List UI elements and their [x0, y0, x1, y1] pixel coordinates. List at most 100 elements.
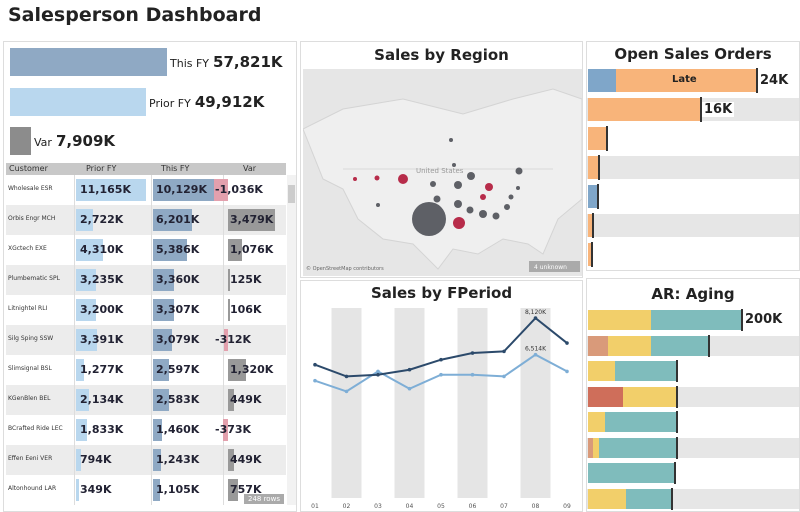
bubble[interactable]	[353, 177, 357, 181]
stacked-bar-row[interactable]	[587, 360, 799, 382]
customer-name[interactable]: BCrafted Ride LEC	[8, 425, 63, 432]
bar-segment[interactable]	[588, 412, 605, 432]
table-row[interactable]: Slimsignal BSL 1,277K 2,597K 1,320K	[6, 355, 286, 385]
stacked-bar-row[interactable]	[587, 411, 799, 433]
table-row[interactable]: KGenBlen BEL 2,134K 2,583K 449K	[6, 385, 286, 415]
table-row[interactable]: XGctech EXE 4,310K 5,386K 1,076K	[6, 235, 286, 265]
table-row[interactable]: Effen Eeni VER 794K 1,243K 449K	[6, 445, 286, 475]
bar-segment[interactable]	[650, 335, 709, 356]
table-row[interactable]: Silg Sping SSW 3,391K 3,079K -312K	[6, 325, 286, 355]
table-scrollbar[interactable]	[287, 175, 296, 505]
table-row[interactable]: Altonhound LAR 349K 1,105K 757K	[6, 475, 286, 505]
col-this-fy[interactable]: This FY	[161, 164, 190, 173]
data-point[interactable]	[470, 351, 475, 355]
bar-segment[interactable]	[588, 488, 627, 509]
bar-segment[interactable]	[588, 361, 615, 381]
data-point[interactable]	[313, 362, 317, 367]
bar-segment[interactable]	[588, 463, 674, 483]
bubble[interactable]	[453, 217, 465, 229]
col-var[interactable]: Var	[243, 164, 257, 173]
data-point[interactable]	[407, 367, 412, 372]
customer-name[interactable]: Wholesale ESR	[8, 185, 53, 192]
stacked-bar-row[interactable]	[587, 184, 799, 209]
bar-segment[interactable]	[623, 386, 676, 407]
bubble[interactable]	[454, 200, 462, 208]
customer-name[interactable]: Silg Sping SSW	[8, 335, 54, 342]
data-point[interactable]	[344, 389, 349, 394]
table-row[interactable]: Litnightel RLI 3,200K 3,307K 106K	[6, 295, 286, 325]
bubble[interactable]	[479, 210, 487, 218]
bubble[interactable]	[492, 212, 500, 220]
bar-segment[interactable]	[604, 412, 676, 432]
stacked-bar-row[interactable]: 200K	[587, 309, 799, 331]
bubble[interactable]	[466, 206, 474, 214]
data-point[interactable]	[313, 378, 317, 383]
unknown-badge[interactable]: 4 unknown	[534, 264, 567, 271]
col-prior-fy[interactable]: Prior FY	[86, 164, 117, 173]
bar-segment[interactable]	[588, 127, 606, 150]
bar-segment[interactable]	[588, 214, 593, 237]
data-point[interactable]	[439, 357, 443, 362]
customer-name[interactable]: Plumbematic SPL	[8, 275, 60, 282]
bubble[interactable]	[467, 172, 475, 180]
data-point[interactable]	[533, 316, 538, 320]
table-row[interactable]: Orbis Engr MCH 2,722K 6,201K 3,479K	[6, 205, 286, 235]
bar-segment[interactable]	[588, 437, 593, 458]
stacked-bar-row[interactable]: 16K	[587, 97, 799, 122]
bar-segment[interactable]	[592, 437, 600, 458]
bar-segment[interactable]	[607, 335, 651, 356]
bubble[interactable]	[480, 194, 486, 200]
data-point[interactable]	[533, 352, 538, 357]
bubble[interactable]	[374, 175, 380, 181]
customer-name[interactable]: Slimsignal BSL	[8, 365, 52, 372]
table-row[interactable]: Wholesale ESR 11,165K 10,129K -1,036K	[6, 175, 286, 205]
data-point[interactable]	[502, 374, 506, 379]
bar-segment[interactable]	[599, 437, 676, 458]
bubble[interactable]	[398, 174, 408, 184]
bubble[interactable]	[454, 181, 462, 189]
map-attribution[interactable]: © OpenStreetMap contributors	[306, 265, 384, 272]
bubble[interactable]	[515, 167, 523, 175]
bar-segment[interactable]	[616, 69, 756, 92]
bubble[interactable]	[452, 163, 456, 167]
bubble[interactable]	[485, 183, 493, 191]
table-row[interactable]: Plumbematic SPL 3,235K 3,360K 125K	[6, 265, 286, 295]
data-point[interactable]	[344, 374, 349, 379]
bubble[interactable]	[412, 202, 446, 236]
bubble[interactable]	[508, 194, 514, 200]
table-row[interactable]: BCrafted Ride LEC 1,833K 1,460K -373K	[6, 415, 286, 445]
bar-segment[interactable]	[588, 156, 598, 179]
bar-segment[interactable]	[588, 310, 651, 330]
customer-name[interactable]: XGctech EXE	[8, 245, 47, 252]
bar-segment[interactable]	[626, 488, 671, 509]
data-point[interactable]	[470, 372, 475, 377]
customer-name[interactable]: Litnightel RLI	[8, 305, 48, 312]
stacked-bar-row[interactable]	[587, 334, 799, 357]
customer-name[interactable]: Altonhound LAR	[8, 485, 57, 492]
stacked-bar-row[interactable]	[587, 242, 799, 267]
data-point[interactable]	[439, 372, 443, 377]
customer-name[interactable]: KGenBlen BEL	[8, 395, 51, 402]
bubble[interactable]	[430, 181, 436, 187]
bar-segment[interactable]	[588, 335, 608, 356]
bubble[interactable]	[449, 138, 453, 142]
bubble[interactable]	[504, 204, 510, 210]
stacked-bar-row[interactable]	[587, 436, 799, 459]
stacked-bar-row[interactable]: 24K	[587, 68, 799, 93]
bubble[interactable]	[433, 195, 441, 203]
bar-segment[interactable]	[650, 310, 741, 330]
bar-segment[interactable]	[614, 361, 676, 381]
bubble[interactable]	[516, 186, 520, 190]
stacked-bar-row[interactable]	[587, 155, 799, 180]
customer-name[interactable]: Effen Eeni VER	[8, 455, 53, 462]
bar-segment[interactable]	[588, 243, 591, 266]
data-point[interactable]	[565, 341, 569, 345]
customer-name[interactable]: Orbis Engr MCH	[8, 215, 56, 222]
stacked-bar-row[interactable]	[587, 385, 799, 408]
bar-segment[interactable]	[588, 98, 700, 121]
data-point[interactable]	[502, 349, 506, 354]
data-point[interactable]	[565, 369, 569, 374]
bar-segment[interactable]	[588, 185, 598, 208]
data-point[interactable]	[376, 369, 380, 374]
bar-segment[interactable]	[588, 69, 616, 92]
